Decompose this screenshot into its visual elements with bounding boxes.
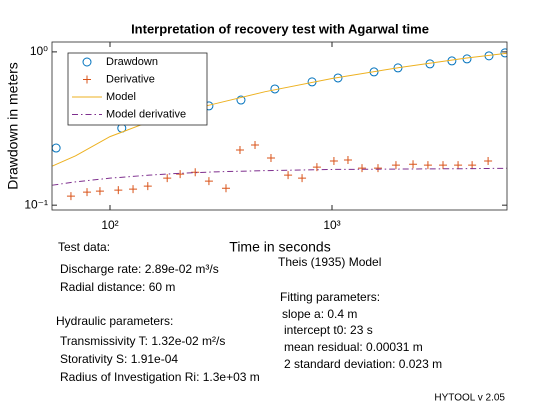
derivative-point [358,164,367,173]
derivative-point [83,188,92,197]
derivative-point [235,146,244,155]
derivative-point [284,171,293,180]
chart-title: Interpretation of recovery test with Aga… [131,21,429,36]
derivative-point [66,192,75,201]
annotation: mean residual: 0.00031 m [284,340,423,354]
derivative-point [266,154,275,163]
annotation: Radius of Investigation Ri: 1.3e+03 m [60,370,260,384]
x-axis-label: Time in seconds [229,239,330,255]
derivative-point [221,184,230,193]
derivative-point [343,156,352,165]
derivative-point [454,161,463,170]
x-tick-label: 10² [101,218,118,232]
annotation: intercept t0: 23 s [284,323,373,337]
model-line [52,167,507,186]
legend-swatch [82,57,92,67]
drawdown-point [236,95,246,105]
annotation: Fitting parameters: [280,290,380,304]
drawdown-point [500,48,507,58]
y-tick-label: 10⁻¹ [24,197,48,211]
derivative-point [439,161,448,170]
derivative-point [163,174,172,183]
derivative-point [391,161,400,170]
annotation: Transmissivity T: 1.32e-02 m²/s [60,334,225,348]
derivative-point [143,182,152,191]
annotation: Test data: [58,240,110,254]
annotation: 2 standard deviation: 0.023 m [284,357,442,371]
derivative-point [191,168,200,177]
model-line [52,52,507,167]
derivative-point [312,163,321,172]
annotation: Hydraulic parameters: [56,314,173,328]
derivative-point [329,157,338,166]
derivative-point [373,164,382,173]
derivative-point [129,185,138,194]
annotation: Storativity S: 1.91e-04 [60,352,178,366]
legend-label: Model [106,91,136,103]
annotation: slope a: 0.4 m [282,307,357,321]
derivative-point [423,161,432,170]
axes-box [51,41,508,211]
derivative-point [114,186,123,195]
annotation: Theis (1935) Model [278,255,381,269]
legend-label: Model derivative [106,108,186,120]
legend-swatch [83,75,91,84]
annotation: Discharge rate: 2.89e-02 m³/s [60,262,219,276]
derivative-point [176,170,185,179]
derivative-point [298,174,307,183]
derivative-point [409,160,418,169]
legend-label: Drawdown [106,56,158,68]
derivative-point [204,177,213,186]
footer: HYTOOL v 2.05 [434,393,505,404]
derivative-point [251,140,260,149]
legend-box [67,52,208,126]
x-tick-label: 10³ [323,218,340,232]
y-tick-label: 10⁰ [30,44,48,58]
derivative-point [468,161,477,170]
legend-label: Derivative [106,73,155,85]
derivative-point [484,157,493,166]
annotation: Radial distance: 60 m [60,280,175,294]
derivative-point [95,187,104,196]
y-axis-label: Drawdown in meters [5,62,21,190]
